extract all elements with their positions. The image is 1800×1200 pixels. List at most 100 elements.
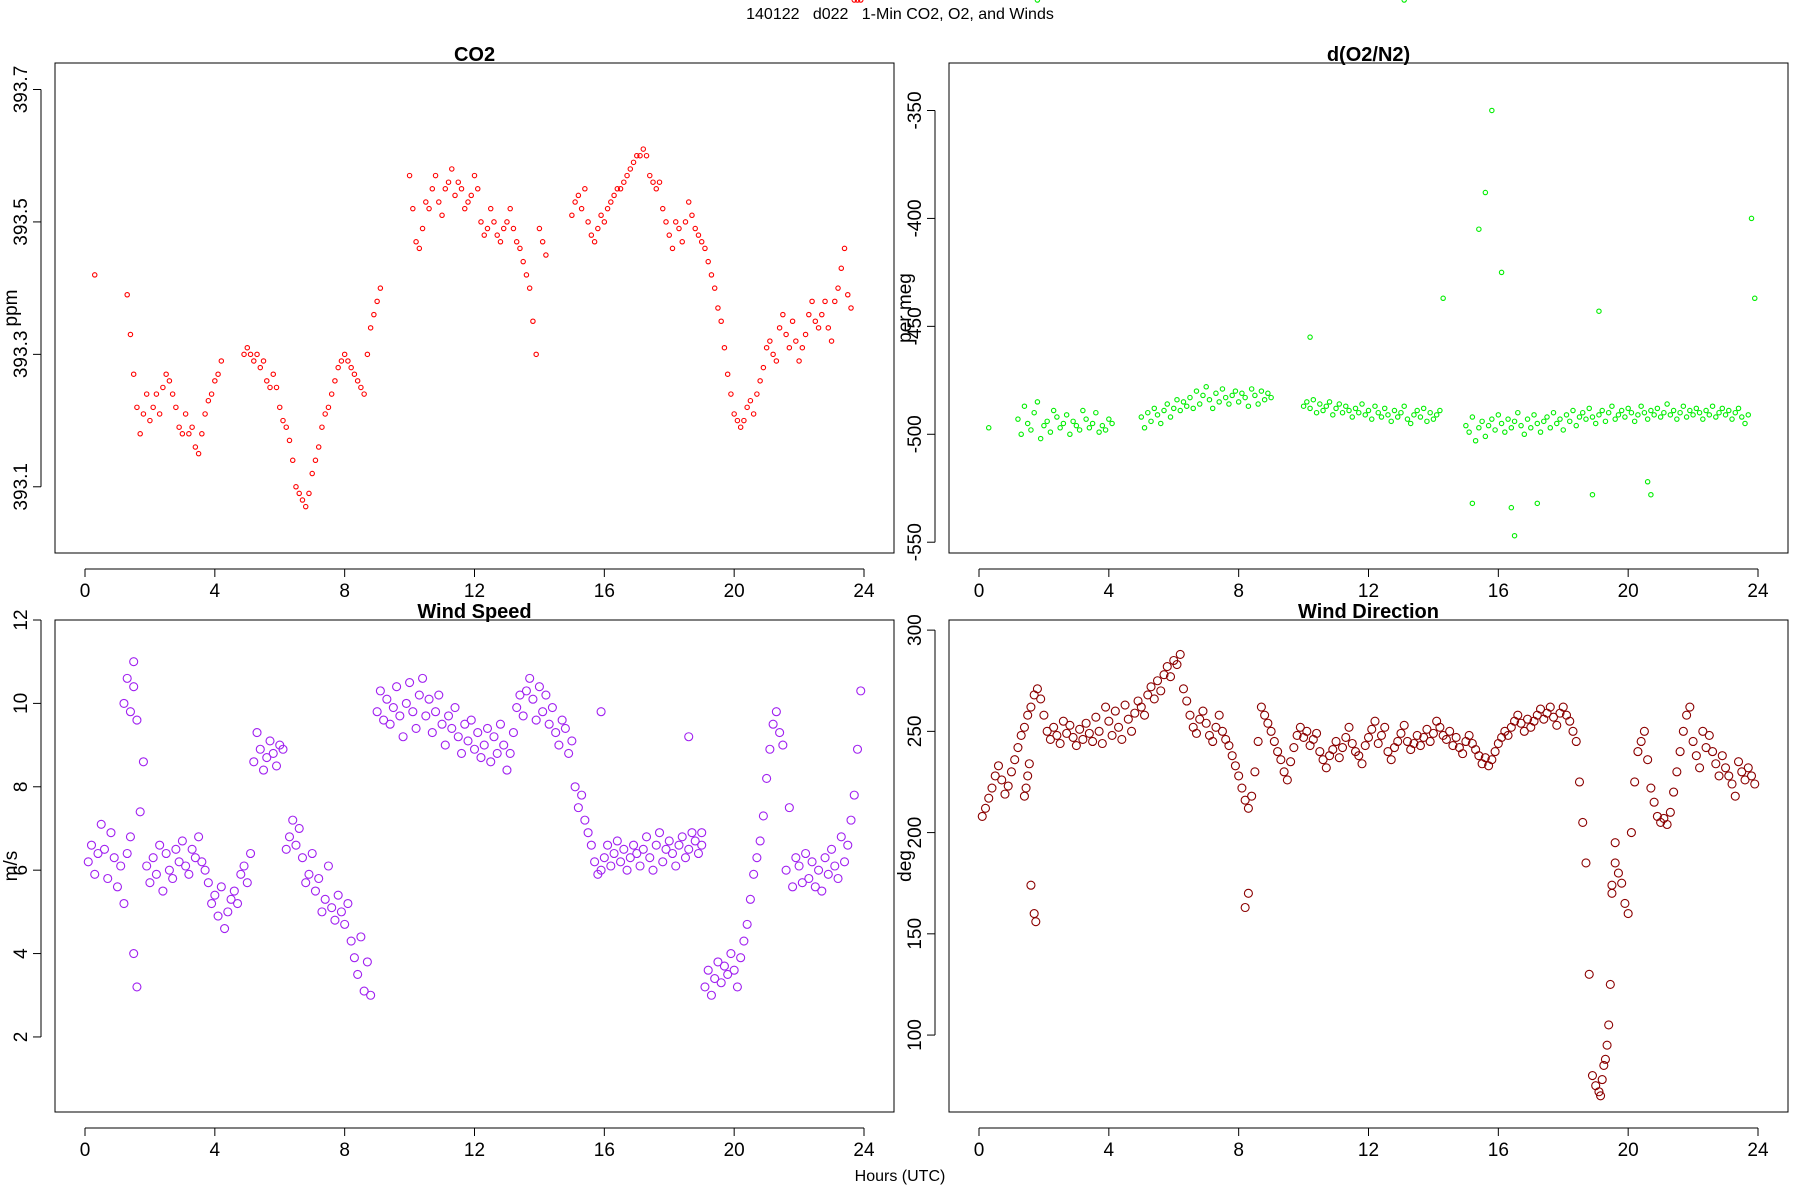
data-point: [291, 840, 301, 850]
data-point: [1373, 738, 1383, 749]
data-point: [309, 470, 315, 477]
data-point: [1739, 414, 1745, 420]
data-point: [1565, 716, 1575, 726]
data-point: [358, 384, 364, 391]
data-point: [736, 953, 746, 963]
data-point: [242, 878, 252, 888]
data-point: [1337, 743, 1348, 753]
data-point: [794, 861, 804, 871]
data-point: [1203, 384, 1209, 390]
data-point: [621, 179, 627, 185]
data-point: [289, 457, 296, 464]
data-point: [1610, 838, 1620, 848]
data-point: [1672, 767, 1682, 777]
data-point: [1554, 420, 1560, 427]
data-point: [134, 404, 140, 411]
data-point: [595, 225, 601, 232]
data-point: [677, 832, 687, 842]
data-point: [1720, 763, 1731, 773]
data-point: [398, 732, 408, 742]
data-point: [1354, 751, 1364, 761]
data-point: [1050, 407, 1057, 414]
data-point: [482, 723, 493, 733]
data-point: [664, 836, 674, 846]
data-point: [1711, 759, 1721, 769]
data-point: [427, 728, 437, 738]
data-point: [455, 179, 462, 185]
data-point: [680, 853, 691, 863]
data-point: [1644, 416, 1651, 422]
data-point: [1149, 694, 1159, 704]
data-point: [750, 411, 757, 417]
data-point: [1292, 730, 1302, 740]
data-point: [1141, 425, 1148, 431]
data-point: [583, 828, 593, 838]
data-point: [106, 828, 116, 838]
data-point: [333, 890, 343, 900]
data-point: [1204, 730, 1215, 740]
y-tick-label: -450: [905, 307, 926, 345]
data-point: [754, 391, 760, 397]
data-point: [1722, 412, 1729, 418]
chart-panel-4: Wind Direction 0 4 8 12 16 20 24 100 150 200 250 300…: [895, 601, 1789, 1161]
data-point: [182, 411, 189, 417]
data-point: [990, 771, 1000, 781]
data-point: [1370, 716, 1380, 726]
data-point: [1700, 416, 1706, 422]
data-point: [1641, 409, 1648, 416]
data-point: [200, 865, 210, 875]
data-point: [1472, 438, 1479, 444]
data-point: [1545, 702, 1555, 712]
data-point: [525, 673, 535, 683]
data-point: [648, 865, 658, 875]
data-point: [1648, 491, 1654, 498]
data-point: [1393, 736, 1403, 747]
data-point: [1240, 795, 1250, 805]
data-point: [83, 857, 93, 867]
data-point: [494, 232, 500, 238]
data-point: [1515, 409, 1521, 416]
data-point: [1420, 405, 1427, 412]
data-point: [541, 690, 551, 700]
data-point: [512, 703, 522, 713]
data-point: [1037, 435, 1044, 442]
data-point: [1539, 714, 1549, 724]
data-point: [1729, 416, 1735, 422]
data-point: [1235, 399, 1242, 405]
data-point: [315, 444, 322, 450]
data-point: [361, 391, 367, 397]
data-point: [708, 272, 715, 278]
data-point: [1563, 412, 1570, 418]
data-point: [1021, 783, 1031, 793]
data-point: [993, 761, 1004, 771]
data-point: [1102, 427, 1109, 433]
data-point: [820, 853, 830, 863]
data-point: [362, 957, 372, 967]
data-point: [684, 844, 694, 854]
data-point: [1083, 416, 1089, 422]
data-point: [395, 711, 405, 721]
data-point: [487, 205, 494, 212]
y-tick-label: 4: [11, 948, 32, 959]
data-point: [138, 757, 148, 767]
y-axis-label: ppm: [1, 290, 22, 327]
y-tick-label: 300: [905, 614, 926, 646]
data-point: [203, 878, 213, 888]
data-point: [1394, 414, 1401, 420]
data-point: [702, 245, 708, 252]
y-tick-label: 393.1: [11, 463, 32, 511]
data-point: [244, 344, 251, 351]
data-point: [1524, 416, 1531, 422]
data-point: [838, 265, 845, 272]
data-point: [1485, 422, 1492, 429]
data-point: [1688, 736, 1698, 747]
data-point: [306, 490, 312, 497]
data-point: [703, 965, 713, 975]
data-point: [1029, 909, 1039, 919]
data-point: [1151, 405, 1158, 412]
data-point: [1424, 418, 1430, 425]
data-point: [1304, 399, 1310, 405]
data-point: [112, 882, 123, 892]
data-point: [481, 232, 487, 238]
